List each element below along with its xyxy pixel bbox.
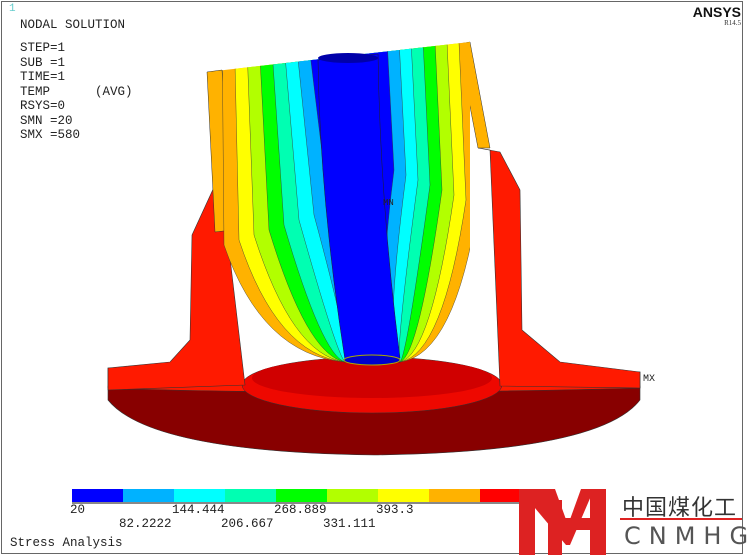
info-line: RSYS=0 <box>20 99 66 113</box>
bore-bottom <box>343 354 401 366</box>
legend-swatch <box>327 489 378 502</box>
legend-label: 393.3 <box>376 503 414 517</box>
legend-swatch <box>429 489 480 502</box>
legend-label: 82.2222 <box>119 517 172 531</box>
info-line: SMX =580 <box>20 128 81 142</box>
legend-swatch <box>378 489 429 502</box>
watermark-en: CNMHG <box>624 522 747 550</box>
legend-swatch <box>123 489 174 502</box>
footer-title: Stress Analysis <box>10 536 123 550</box>
legend-swatch <box>72 489 123 502</box>
watermark-cn: 中国煤化工 <box>622 496 738 521</box>
legend-label: 206.667 <box>221 517 274 531</box>
legend-label: 268.889 <box>274 503 327 517</box>
legend-swatch <box>174 489 225 502</box>
max-marker: MX <box>643 374 656 385</box>
info-line: TEMP (AVG) <box>20 84 133 99</box>
info-line: SMN =20 <box>20 113 73 128</box>
release-label: R14.5 <box>724 19 741 27</box>
legend-swatch <box>276 489 327 502</box>
info-line: TIME=1 <box>20 70 66 84</box>
legend-label: 331.111 <box>323 517 376 531</box>
bore <box>317 53 401 361</box>
right-flange <box>477 147 641 389</box>
min-marker: MN <box>383 198 394 208</box>
solution-title: NODAL SOLUTION <box>20 18 126 32</box>
info-line: SUB =1 <box>20 55 66 70</box>
ansys-logo: ANSYS <box>692 4 741 20</box>
legend-label: 144.444 <box>172 503 225 517</box>
legend-swatch <box>225 489 276 502</box>
window-number: 1 <box>9 3 16 15</box>
info-line: STEP=1 <box>20 41 66 55</box>
legend-label: 20 <box>70 503 86 517</box>
legend-colorbar <box>72 489 531 504</box>
base-disk <box>107 385 641 456</box>
legend-swatch <box>480 489 531 502</box>
